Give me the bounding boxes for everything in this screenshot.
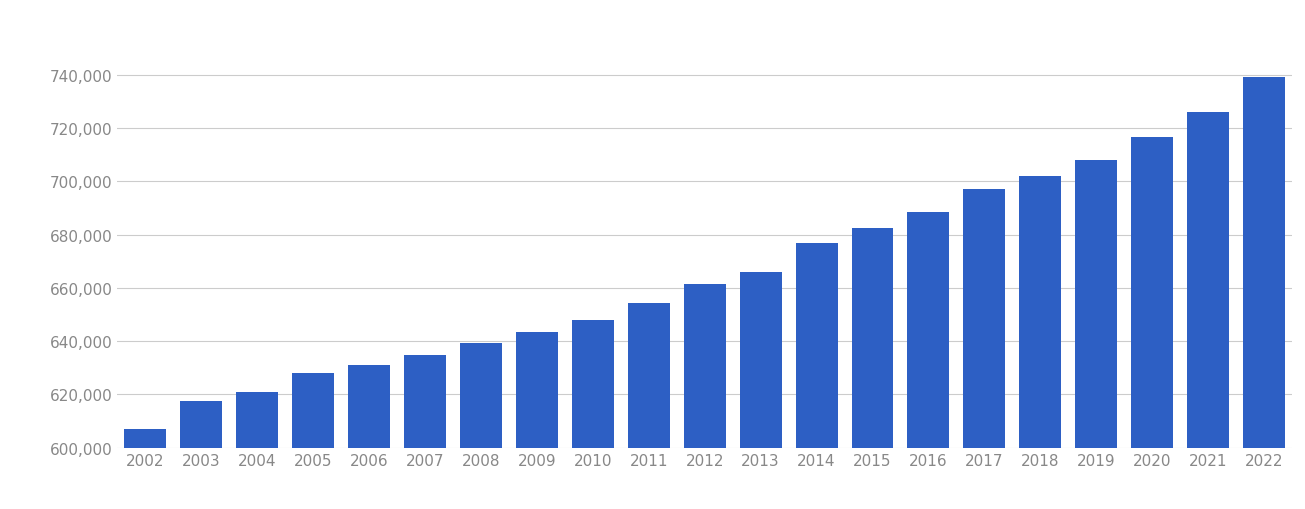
Bar: [628, 303, 669, 448]
Bar: [684, 285, 726, 448]
Bar: [907, 213, 949, 448]
Bar: [1131, 138, 1173, 448]
Bar: [572, 320, 613, 448]
Bar: [348, 365, 390, 448]
Bar: [1188, 113, 1229, 448]
Bar: [1242, 78, 1285, 448]
Bar: [459, 343, 502, 448]
Bar: [851, 229, 894, 448]
Bar: [236, 392, 278, 448]
Bar: [180, 402, 222, 448]
Bar: [124, 429, 167, 448]
Bar: [292, 374, 334, 448]
Bar: [515, 332, 557, 448]
Bar: [1019, 177, 1061, 448]
Bar: [405, 355, 446, 448]
Bar: [963, 190, 1005, 448]
Bar: [740, 272, 782, 448]
Bar: [1075, 161, 1117, 448]
Bar: [796, 243, 838, 448]
